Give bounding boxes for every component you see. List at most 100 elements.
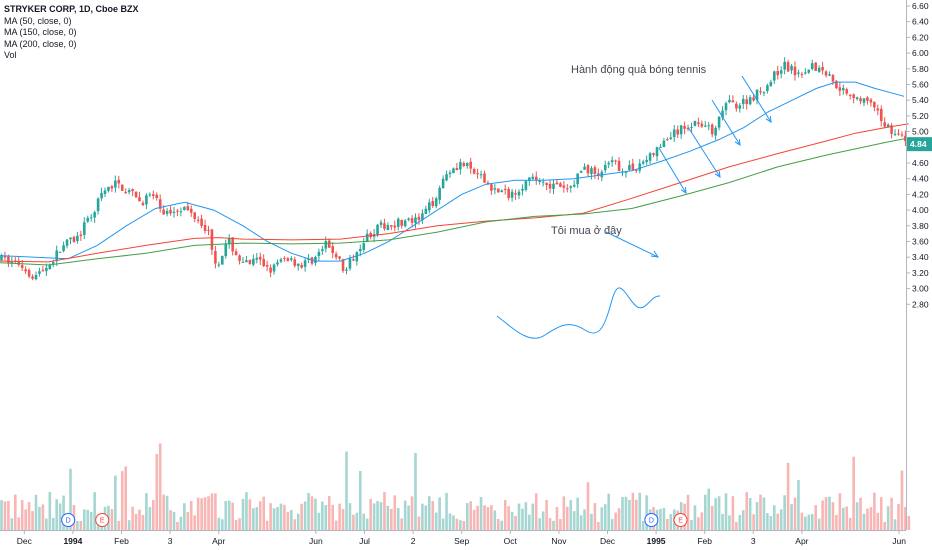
- candle-body: [269, 267, 272, 273]
- volume-bar: [635, 499, 638, 530]
- time-tick-label: 1995: [647, 536, 666, 546]
- candle-body: [241, 261, 245, 263]
- volume-bar: [165, 495, 169, 530]
- volume-bar: [904, 507, 907, 530]
- candle-body: [214, 251, 217, 264]
- volume-bar: [559, 519, 562, 530]
- candle-body: [141, 202, 145, 206]
- price-candles: [0, 57, 911, 281]
- candle-body: [862, 98, 866, 103]
- candle-body: [210, 229, 214, 250]
- candle-body: [69, 237, 72, 240]
- candle-body: [172, 211, 176, 214]
- volume-bar: [714, 498, 717, 530]
- candle-body: [445, 174, 448, 181]
- candle-body: [714, 127, 717, 136]
- volume-bar: [238, 518, 241, 530]
- volume-bar: [700, 512, 704, 530]
- volume-bar: [79, 520, 83, 530]
- volume-bar: [265, 520, 269, 530]
- candle-body: [655, 147, 659, 157]
- candle-body: [638, 163, 642, 171]
- last-price-tag: 4.84: [907, 137, 932, 152]
- candle-body: [721, 110, 724, 118]
- candle-body: [717, 116, 721, 128]
- volume-bar: [562, 496, 566, 530]
- volume-bar: [424, 505, 428, 530]
- candle-body: [58, 251, 62, 253]
- volume-bar: [731, 496, 735, 530]
- candle-body: [652, 153, 655, 155]
- candle-body: [462, 163, 466, 166]
- legend-ma150[interactable]: MA (150, close, 0): [4, 27, 77, 37]
- price-tick-label: 3.00: [912, 284, 929, 294]
- candle-body: [300, 264, 303, 268]
- arrow-line: [711, 99, 741, 146]
- volume-bar: [352, 514, 355, 530]
- volume-bar: [248, 499, 252, 530]
- volume-bars: [0, 443, 911, 530]
- candle-body: [828, 74, 831, 76]
- candle-body: [704, 125, 707, 127]
- volume-bar: [638, 492, 642, 530]
- candle-body: [234, 251, 238, 255]
- ma-line: [0, 123, 909, 263]
- candle-body: [165, 211, 169, 214]
- volume-bar: [455, 518, 459, 530]
- volume-bar: [224, 500, 228, 530]
- candle-body: [65, 239, 69, 246]
- volume-bar: [189, 500, 193, 530]
- legend-ma200[interactable]: MA (200, close, 0): [4, 38, 77, 49]
- time-axis[interactable]: Dec 1994 Feb 3 Apr Jun Jul 2 Sep Oct Nov Dec 1995 Feb…: [17, 530, 906, 546]
- candle-body: [424, 208, 428, 214]
- candle-body: [345, 269, 348, 271]
- volume-bar: [321, 501, 324, 530]
- candle-body: [897, 133, 900, 135]
- candle-body: [76, 235, 79, 241]
- candle-body: [31, 276, 34, 279]
- legend-title[interactable]: STRYKER CORP, 1D, Cboe BZX: [4, 4, 139, 14]
- volume-bar: [528, 514, 531, 530]
- volume-bar: [486, 507, 490, 530]
- candle-body: [365, 233, 369, 243]
- volume-bar: [58, 503, 62, 530]
- legend-ma50[interactable]: MA (50, close, 0): [4, 15, 72, 26]
- volume-bar: [379, 502, 383, 530]
- volume-bar: [369, 498, 372, 530]
- candle-body: [479, 174, 483, 176]
- volume-bar: [152, 500, 155, 530]
- time-tick-label: Jun: [892, 536, 906, 546]
- base-curve-drawing: [496, 287, 661, 339]
- candle-body: [710, 124, 714, 135]
- volume-bar: [728, 515, 731, 530]
- buy-pointer-line: [605, 231, 659, 258]
- candle-body: [245, 260, 248, 263]
- candle-body: [800, 74, 804, 76]
- event-marker: [644, 513, 659, 527]
- volume-bar: [845, 506, 849, 530]
- candle-body: [217, 264, 221, 266]
- candle-body: [96, 198, 100, 212]
- candle-body: [224, 243, 228, 257]
- price-axis[interactable]: 2.80 3.00 3.20 3.40 3.60 3.80 4.00 4.20 4.40 4.60…: [906, 1, 929, 309]
- price-tick-label: 6.40: [912, 17, 929, 27]
- candle-body: [7, 256, 10, 264]
- volume-bar: [686, 494, 690, 530]
- volume-bar: [0, 500, 3, 530]
- candle-body: [724, 103, 728, 111]
- volume-bar: [438, 497, 441, 530]
- volume-bar: [441, 518, 445, 530]
- volume-bar: [83, 509, 86, 530]
- volume-bar: [14, 494, 17, 530]
- candle-body: [783, 61, 786, 70]
- legend-vol[interactable]: Vol: [4, 50, 17, 60]
- candle-body: [24, 269, 27, 272]
- volume-bar: [541, 511, 545, 530]
- volume-bar: [476, 505, 479, 530]
- volume-bar: [748, 498, 752, 530]
- candle-body: [786, 62, 790, 72]
- volume-bar: [345, 451, 348, 530]
- volume-bar: [735, 521, 738, 530]
